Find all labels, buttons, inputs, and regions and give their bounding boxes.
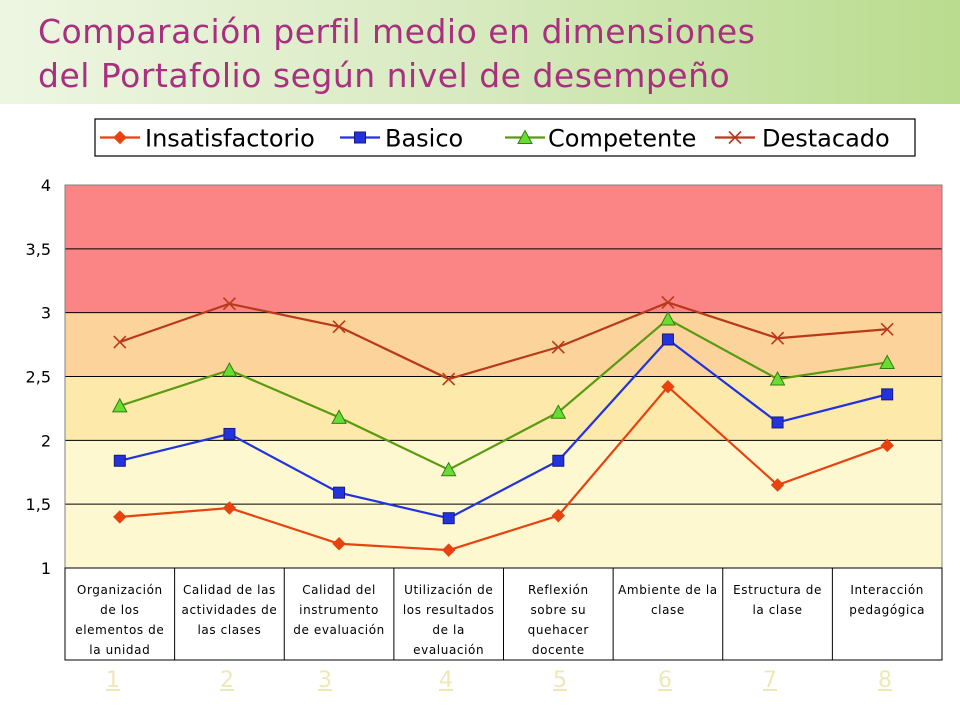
data-point: [661, 295, 675, 310]
data-point: [113, 130, 127, 145]
page-link-7[interactable]: 7: [763, 668, 777, 693]
line-chart: 1 1,5 2 2,5 3 3,5 4 Organización de los elementos…: [26, 118, 943, 661]
page-link-2[interactable]: 2: [220, 668, 234, 693]
x-tick-label: quehacer: [528, 623, 589, 637]
y-tick-label: 3: [41, 304, 51, 323]
page-link-4[interactable]: 4: [439, 668, 453, 693]
data-point: [332, 320, 346, 334]
x-tick-label: sobre su: [530, 603, 586, 617]
y-tick-label: 2,5: [26, 368, 51, 387]
data-point: [331, 409, 347, 424]
slide-title: Comparación perfil medio en dimensiones …: [38, 10, 755, 98]
legend-label: Competente: [548, 125, 696, 153]
data-point: [113, 454, 126, 467]
y-tick-label: 1,5: [26, 495, 51, 514]
data-point: [333, 486, 346, 499]
x-tick-label: evaluación: [413, 643, 484, 657]
x-tick-label: Organización: [77, 583, 163, 597]
x-tick-label: docente: [532, 643, 585, 657]
x-tick-label: Ambiente de la: [618, 583, 718, 597]
series-destacado: [113, 295, 894, 386]
data-point: [442, 512, 455, 525]
data-point: [769, 370, 786, 386]
data-point: [222, 501, 237, 515]
x-tick-label: la unidad: [89, 643, 150, 657]
y-tick-label: 4: [41, 176, 51, 195]
legend-label: Destacado: [762, 125, 890, 153]
x-tick-label: la clase: [752, 603, 802, 617]
data-point: [881, 388, 894, 401]
data-point: [113, 335, 127, 349]
page-link-1[interactable]: 1: [106, 668, 120, 693]
header-band: [0, 0, 960, 104]
y-tick-label: 3,5: [26, 240, 51, 259]
legend-item-destacado: Destacado: [715, 125, 890, 153]
legend-label: Basico: [385, 125, 463, 153]
legend-item-insatisfactorio: Insatisfactorio: [100, 125, 315, 153]
x-tick-label: pedagógica: [849, 603, 925, 617]
series-line: [119, 337, 888, 520]
data-point: [879, 354, 896, 369]
data-point: [880, 322, 894, 336]
data-point: [550, 404, 567, 419]
page-links: 1 2 3 4 5 6 7 8: [0, 668, 960, 700]
series-line: [119, 301, 888, 381]
x-tick-label: Estructura de: [733, 583, 822, 597]
x-tick-label: los resultados: [403, 603, 495, 617]
data-point: [222, 297, 237, 311]
data-point: [111, 397, 128, 413]
x-tick-label: Calidad de las: [183, 583, 276, 597]
y-tick-label: 2: [41, 431, 51, 450]
data-point: [880, 438, 894, 453]
data-point: [551, 508, 566, 523]
data-point: [332, 537, 346, 551]
x-tick-label: de la: [432, 623, 465, 637]
series-line: [119, 317, 888, 471]
data-point: [223, 427, 236, 440]
x-tick-label: instrumento: [299, 603, 379, 617]
title-line-2: del Portafolio según nivel de desempeño: [38, 56, 731, 95]
data-point: [770, 478, 785, 492]
y-tick-label: 1: [41, 559, 51, 578]
x-tick-label: Calidad del: [302, 583, 376, 597]
data-point: [113, 510, 127, 524]
x-tick-label: clase: [651, 603, 685, 617]
data-point: [728, 130, 742, 145]
series-insatisfactorio: [113, 380, 894, 557]
series-competente: [111, 310, 896, 477]
x-tick-label: las clases: [197, 623, 261, 637]
x-tick-label: actividades de: [182, 603, 278, 617]
x-tick-label: de evaluación: [293, 623, 385, 637]
page-link-8[interactable]: 8: [878, 668, 892, 693]
data-point: [442, 372, 456, 386]
data-point: [660, 310, 676, 326]
page-link-5[interactable]: 5: [553, 668, 567, 693]
series-basico: [113, 333, 894, 525]
data-point: [771, 416, 784, 429]
data-point: [551, 340, 565, 354]
legend-label: Insatisfactorio: [145, 125, 315, 153]
data-point: [354, 131, 366, 144]
data-point: [552, 454, 565, 467]
series-line: [119, 385, 888, 552]
data-point: [440, 461, 457, 477]
page-link-6[interactable]: 6: [658, 668, 672, 693]
x-tick-label: Reflexión: [528, 583, 589, 597]
band-1: [65, 376, 942, 441]
band-2: [65, 312, 942, 377]
x-tick-label: Interacción: [850, 583, 924, 597]
data-point: [770, 331, 785, 345]
data-point: [441, 543, 456, 557]
data-point: [661, 380, 675, 394]
x-tick-label: Utilización de: [404, 583, 493, 597]
legend-item-basico: Basico: [340, 125, 463, 153]
page-link-3[interactable]: 3: [318, 668, 332, 693]
legend-item-competente: Competente: [505, 125, 696, 153]
data-point: [221, 362, 238, 377]
x-tick-label: de los: [100, 603, 139, 617]
data-point: [661, 333, 674, 346]
data-point: [517, 129, 533, 144]
x-tick-label: elementos de: [75, 623, 164, 637]
title-line-1: Comparación perfil medio en dimensiones: [38, 12, 756, 51]
